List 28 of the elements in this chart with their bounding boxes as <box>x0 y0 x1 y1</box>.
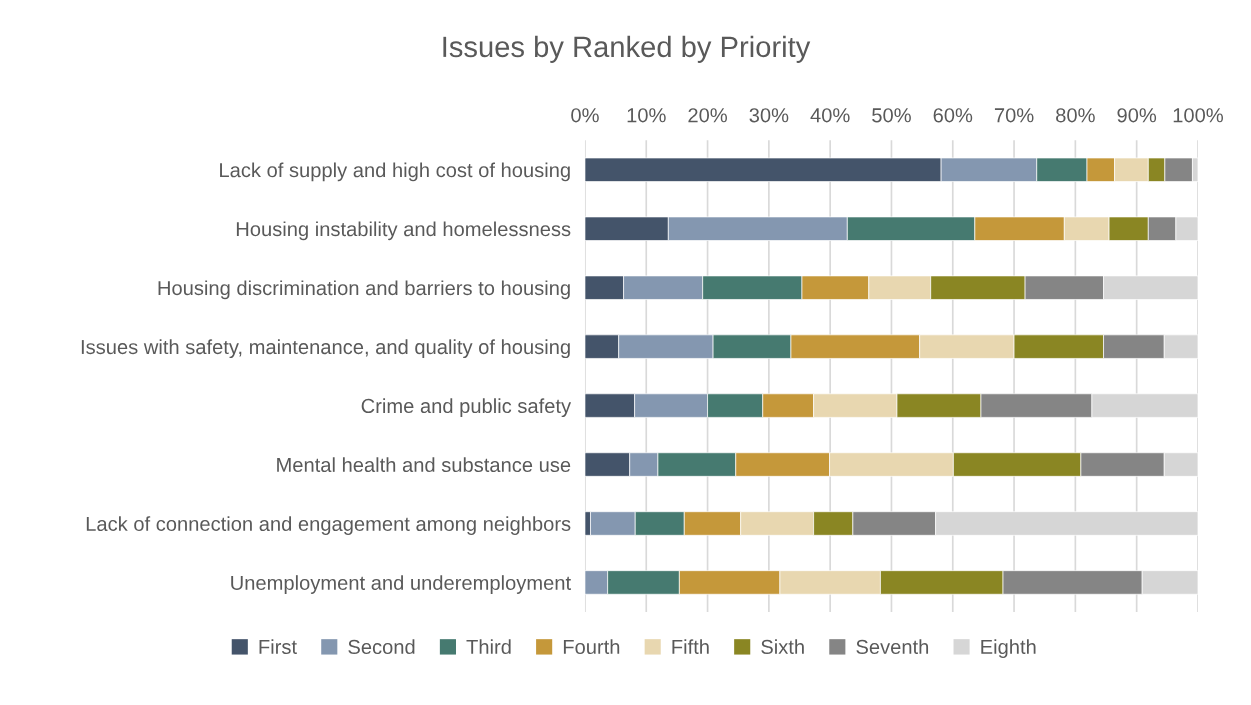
y-tick-label: Unemployment and underemployment <box>231 575 571 594</box>
x-tick-label: 20% <box>688 108 727 123</box>
legend-label: Seventh <box>856 639 929 655</box>
y-tick-label: Lack of supply and high cost of housing <box>220 162 570 182</box>
y-tick-label: Housing instability and homelessness <box>236 221 571 241</box>
x-tick-label: 40% <box>810 108 850 123</box>
x-tick-label: 0% <box>571 108 599 123</box>
y-tick-label: Mental health and substance use <box>277 457 571 473</box>
chart-title: Issues by Ranked by Priority <box>443 35 811 63</box>
x-tick-label: 10% <box>627 108 666 123</box>
legend-label: Sixth <box>761 639 804 655</box>
x-tick-label: 30% <box>749 108 789 123</box>
legend-label: First <box>259 639 297 655</box>
x-tick-label: 80% <box>1056 108 1095 123</box>
y-tick-label: Housing discrimination and barriers to housing <box>158 280 570 300</box>
x-tick-label: 70% <box>994 108 1034 123</box>
x-tick-label: 100% <box>1173 108 1223 123</box>
y-tick-label: Crime and public safety <box>361 398 572 418</box>
x-tick-label: 50% <box>872 108 911 123</box>
legend-label: Second <box>348 639 415 655</box>
y-tick-label: Lack of connection and engagement among neighbors <box>86 516 571 535</box>
legend-label: Third <box>466 639 511 655</box>
x-tick-label: 90% <box>1117 108 1157 123</box>
legend-label: Fifth <box>672 639 709 655</box>
legend-label: Eighth <box>981 639 1036 659</box>
x-tick-label: 60% <box>933 108 973 123</box>
y-tick-label: Issues with safety, maintenance, and quality of housing <box>81 339 570 359</box>
legend-label: Fourth <box>563 639 620 655</box>
